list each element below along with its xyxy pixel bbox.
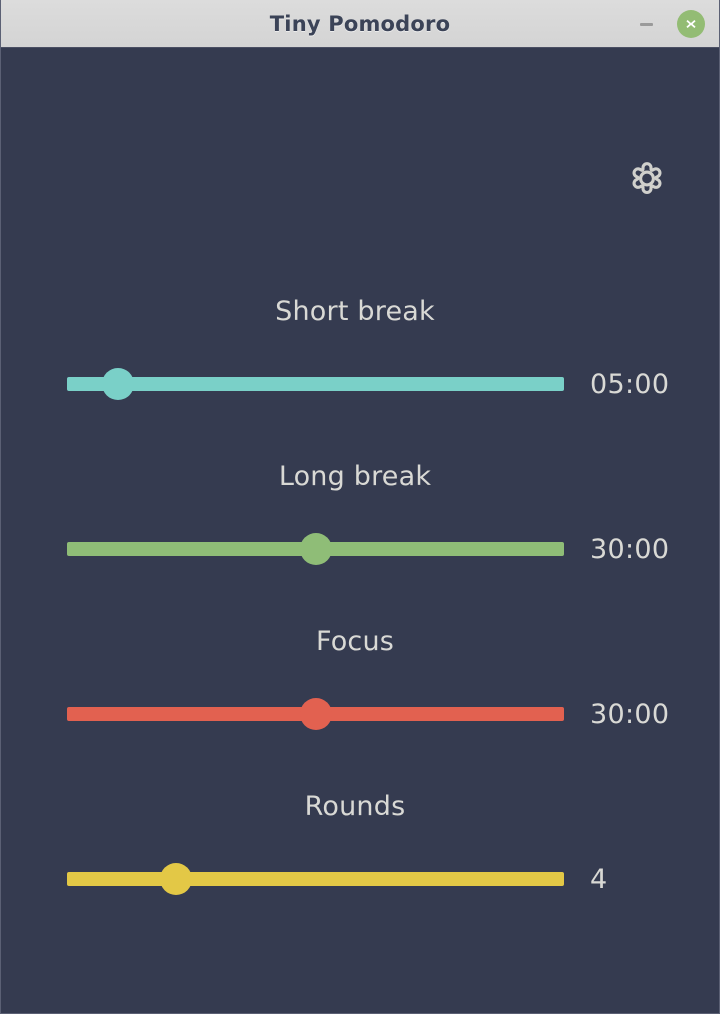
slider-label: Rounds [304, 791, 406, 822]
slider-group-focus: Focus 30:00 [1, 578, 719, 743]
slider-focus[interactable] [67, 698, 564, 730]
slider-group-long-break: Long break 30:00 [1, 413, 719, 578]
slider-thumb[interactable] [159, 863, 192, 895]
slider-group-short-break: Short break 05:00 [1, 248, 719, 413]
minimize-button[interactable] [633, 11, 659, 37]
minimize-icon [639, 22, 653, 26]
main-content: Short break 05:00 Long break [1, 48, 719, 1012]
slider-value: 05:00 [590, 368, 670, 400]
settings-button[interactable] [621, 152, 673, 204]
slider-short-break[interactable] [67, 368, 564, 400]
slider-group-rounds: Rounds 4 [1, 743, 719, 908]
slider-row: 30:00 [1, 529, 719, 569]
title-bar[interactable]: Tiny Pomodoro [1, 0, 719, 48]
slider-rounds[interactable] [67, 863, 564, 895]
slider-track[interactable] [67, 872, 564, 886]
slider-row: 30:00 [1, 694, 719, 734]
gear-icon [632, 162, 662, 195]
slider-thumb[interactable] [299, 698, 332, 730]
slider-value: 4 [590, 863, 608, 895]
slider-track[interactable] [67, 377, 564, 391]
window-title: Tiny Pomodoro [269, 11, 451, 36]
slider-value: 30:00 [590, 698, 670, 730]
slider-label: Long break [278, 461, 432, 492]
slider-label: Short break [275, 296, 435, 327]
close-button[interactable] [677, 10, 705, 38]
slider-label: Focus [315, 626, 395, 657]
slider-thumb[interactable] [102, 368, 135, 400]
slider-row: 4 [1, 859, 719, 899]
slider-row: 05:00 [1, 364, 719, 404]
slider-value: 30:00 [590, 533, 670, 565]
close-icon [686, 20, 696, 28]
slider-long-break[interactable] [67, 533, 564, 565]
slider-list: Short break 05:00 Long break [1, 248, 719, 908]
slider-thumb[interactable] [299, 533, 332, 565]
window-controls [633, 0, 705, 48]
